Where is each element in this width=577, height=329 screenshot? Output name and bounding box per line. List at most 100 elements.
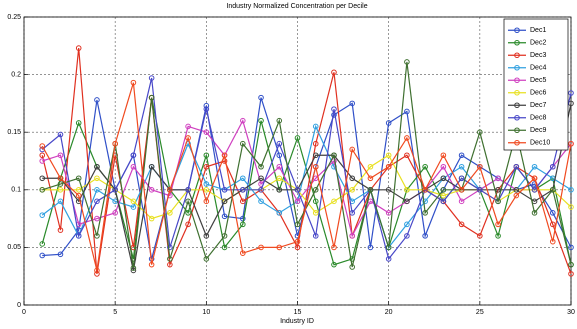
data-point — [221, 213, 228, 220]
data-point — [294, 135, 301, 141]
data-point — [240, 175, 246, 182]
data-point — [185, 210, 191, 216]
data-point — [75, 233, 82, 239]
data-point — [258, 163, 264, 170]
x-tick-label: 15 — [294, 309, 302, 316]
data-point — [385, 120, 392, 126]
data-point — [294, 244, 301, 251]
legend-label: Dec8 — [530, 115, 546, 122]
data-point — [94, 271, 100, 277]
legend-marker — [514, 52, 520, 59]
x-tick-label: 25 — [476, 309, 484, 316]
data-point — [385, 244, 392, 251]
data-point — [440, 198, 447, 205]
data-point — [203, 233, 210, 239]
data-point — [203, 163, 210, 170]
data-point — [276, 244, 283, 251]
data-point — [458, 198, 465, 205]
data-point — [258, 117, 264, 124]
data-point — [404, 198, 410, 205]
legend-marker — [514, 102, 520, 109]
data-point — [258, 198, 264, 205]
data-point — [495, 221, 501, 228]
data-point — [349, 100, 356, 107]
data-point — [549, 221, 556, 228]
plot-frame — [23, 16, 572, 306]
data-point — [148, 261, 155, 268]
data-point — [495, 175, 501, 182]
series-line — [41, 82, 572, 271]
data-point — [94, 267, 100, 274]
data-point — [148, 215, 155, 222]
data-point — [404, 233, 410, 239]
data-point — [568, 140, 574, 147]
data-point — [331, 152, 337, 159]
data-point — [276, 140, 283, 147]
data-point — [75, 198, 82, 205]
data-point — [549, 163, 556, 170]
data-point — [75, 175, 82, 182]
chart-title: Industry Normalized Concentration per De… — [226, 3, 367, 10]
data-point — [75, 120, 82, 126]
data-point — [185, 198, 191, 205]
legend-marker — [514, 27, 520, 34]
data-point — [240, 250, 246, 256]
data-point — [148, 187, 155, 193]
data-point — [57, 227, 64, 233]
data-point — [148, 163, 155, 170]
legend-label: Dec1 — [530, 27, 546, 34]
data-point — [458, 221, 465, 228]
data-point — [221, 152, 228, 159]
series-line — [42, 119, 572, 238]
data-point — [167, 187, 173, 193]
data-point — [513, 187, 520, 193]
y-tick-label: 0.15 — [7, 129, 21, 136]
data-point — [385, 152, 392, 159]
data-point — [422, 187, 428, 193]
data-point — [349, 264, 356, 270]
data-point — [312, 123, 319, 130]
data-point — [294, 198, 301, 205]
legend-marker — [514, 77, 520, 84]
data-point — [404, 187, 410, 193]
legend-label: Dec10 — [530, 140, 550, 147]
data-point — [94, 215, 100, 222]
data-point — [276, 187, 283, 193]
legend-label: Dec9 — [530, 127, 546, 134]
data-point — [203, 152, 210, 159]
data-point — [112, 140, 118, 147]
data-point — [57, 152, 64, 159]
data-point — [477, 129, 483, 135]
data-point — [458, 163, 465, 170]
legend-label: Dec2 — [530, 40, 546, 47]
data-point — [203, 129, 210, 135]
data-point — [57, 131, 64, 138]
data-point — [367, 163, 374, 170]
data-point — [440, 175, 447, 182]
data-point — [367, 175, 374, 182]
data-point — [385, 163, 392, 170]
data-point — [549, 187, 556, 193]
data-point — [221, 187, 228, 193]
data-point — [312, 187, 319, 193]
data-point — [477, 233, 483, 239]
data-point — [404, 135, 410, 141]
x-axis-label: Industry ID — [280, 318, 314, 325]
data-point — [349, 146, 356, 153]
data-point — [203, 198, 210, 205]
data-point — [422, 198, 428, 205]
data-point — [312, 233, 319, 239]
series-line — [41, 77, 572, 261]
y-tick-label: 0.25 — [7, 14, 21, 21]
data-point — [221, 233, 228, 239]
data-point — [294, 221, 301, 228]
data-point — [568, 204, 574, 210]
data-point — [75, 45, 82, 51]
data-point — [422, 210, 428, 216]
data-point — [57, 198, 64, 205]
data-point — [349, 175, 356, 182]
data-point — [167, 210, 173, 216]
data-point — [203, 181, 210, 187]
data-point — [240, 140, 246, 147]
